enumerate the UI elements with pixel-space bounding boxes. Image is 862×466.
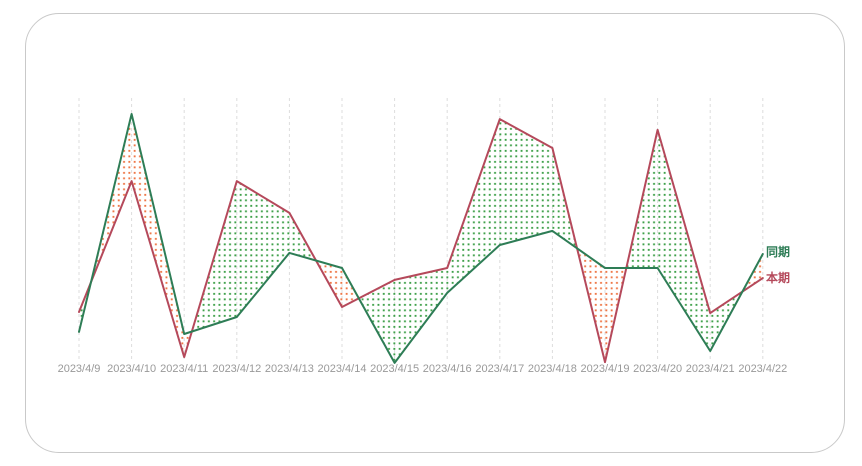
x-axis-label: 2023/4/14 bbox=[318, 363, 367, 375]
chart-card bbox=[25, 13, 845, 453]
x-axis-label: 2023/4/12 bbox=[212, 363, 261, 375]
x-axis-label: 2023/4/20 bbox=[633, 363, 682, 375]
x-axis-label: 2023/4/22 bbox=[738, 363, 787, 375]
x-axis-label: 2023/4/18 bbox=[528, 363, 577, 375]
x-axis-label: 2023/4/9 bbox=[58, 363, 101, 375]
x-axis-label: 2023/4/10 bbox=[107, 363, 156, 375]
series-line-本期[interactable] bbox=[78, 118, 764, 364]
series-lines bbox=[78, 113, 764, 364]
x-axis-label: 2023/4/19 bbox=[581, 363, 630, 375]
x-axis-label: 2023/4/17 bbox=[475, 363, 524, 375]
x-axis-label: 2023/4/11 bbox=[160, 363, 208, 375]
legend-label-tongqi[interactable]: 同期 bbox=[766, 245, 791, 259]
x-axis-labels: 2023/4/9 2023/4/10 2023/4/11 2023/4/12 2023/… bbox=[58, 363, 788, 375]
series-line-同期[interactable] bbox=[78, 113, 764, 364]
x-axis-label: 2023/4/15 bbox=[370, 363, 419, 375]
x-axis-label: 2023/4/13 bbox=[265, 363, 314, 375]
legend-label-benqi[interactable]: 本期 bbox=[766, 271, 791, 285]
x-axis-label: 2023/4/21 bbox=[686, 363, 735, 375]
x-axis-label: 2023/4/16 bbox=[423, 363, 472, 375]
